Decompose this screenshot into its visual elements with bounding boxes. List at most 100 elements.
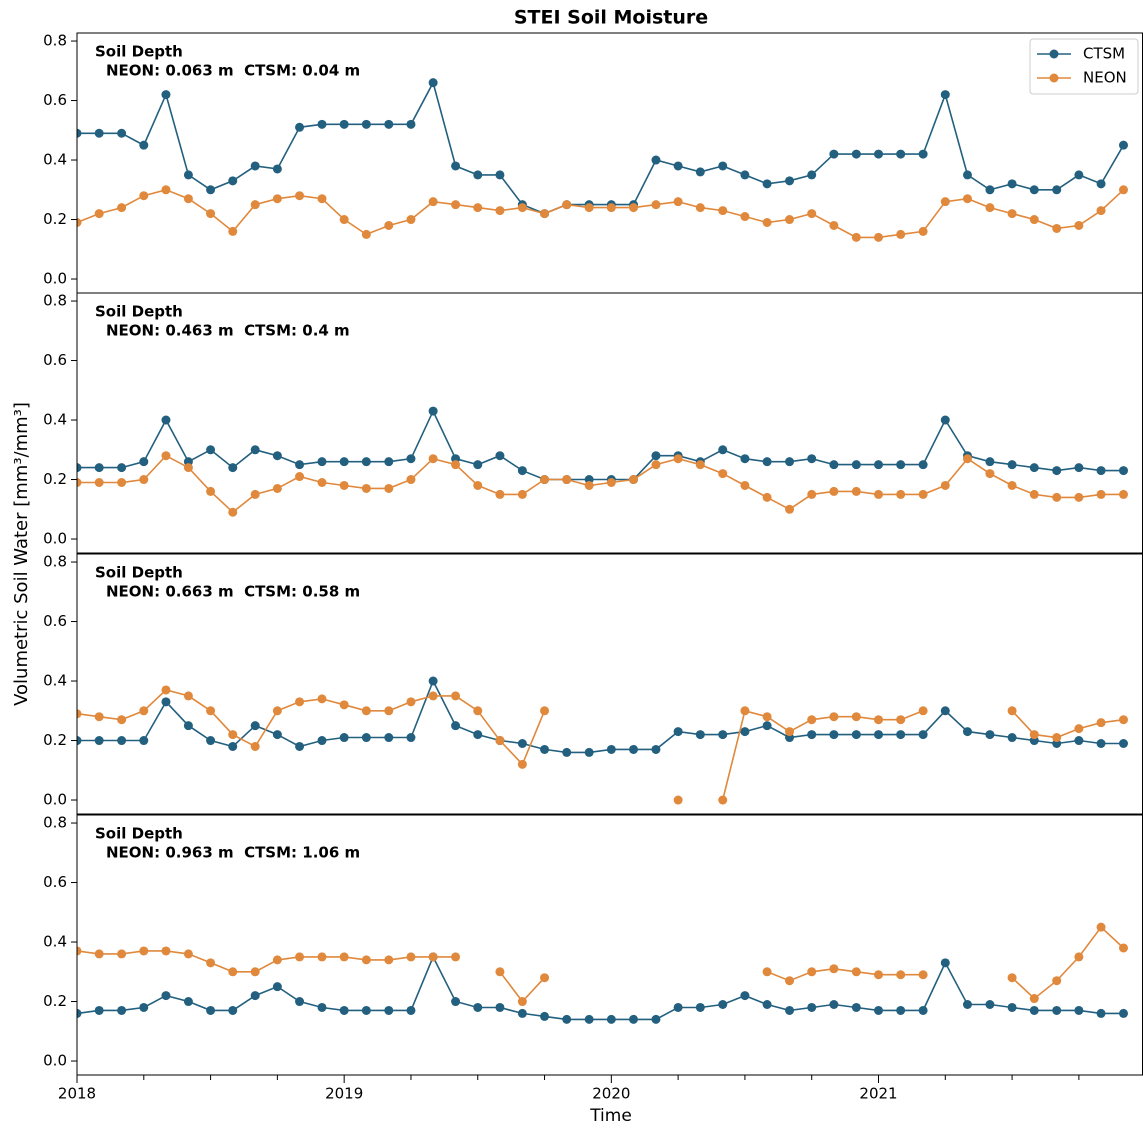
data-point (250, 200, 260, 210)
data-point (117, 949, 127, 959)
plot-area (77, 676, 1128, 805)
data-point (428, 676, 438, 686)
data-point (1096, 738, 1106, 748)
data-point (228, 226, 238, 236)
data-point (183, 463, 193, 473)
data-point (896, 970, 906, 980)
data-point (851, 712, 861, 722)
data-point (473, 480, 483, 490)
data-point (183, 691, 193, 701)
data-point (384, 220, 394, 230)
data-point (1007, 209, 1017, 219)
data-point (1118, 185, 1128, 195)
data-point (517, 759, 527, 769)
data-point (1052, 733, 1062, 743)
data-point (874, 232, 884, 242)
data-point (785, 1005, 795, 1015)
data-point (918, 706, 928, 716)
data-point (918, 149, 928, 159)
data-point (673, 197, 683, 207)
data-point (829, 460, 839, 470)
data-point (161, 991, 171, 1001)
data-point (517, 1008, 527, 1018)
data-point (117, 736, 127, 746)
y-tick-label: 0.0 (43, 530, 67, 548)
data-point (629, 744, 639, 754)
data-point (1074, 736, 1084, 746)
data-point (785, 504, 795, 514)
data-point (161, 946, 171, 956)
data-point (1052, 223, 1062, 233)
data-point (874, 460, 884, 470)
data-point (540, 209, 550, 219)
data-point (762, 967, 772, 977)
annotation: Soil Depth (95, 303, 183, 321)
annotation: Soil Depth (95, 43, 183, 61)
data-point (473, 203, 483, 213)
data-point (851, 1002, 861, 1012)
data-point (584, 747, 594, 757)
data-point (651, 200, 661, 210)
data-point (77, 477, 82, 487)
data-point (606, 203, 616, 213)
data-point (606, 477, 616, 487)
y-tick-label: 0.8 (43, 553, 67, 571)
data-point (94, 712, 104, 722)
data-point (317, 477, 327, 487)
data-point (94, 128, 104, 138)
data-point (695, 730, 705, 740)
data-point (962, 194, 972, 204)
data-point (406, 215, 416, 225)
data-point (361, 457, 371, 467)
data-point (1118, 738, 1128, 748)
data-point (695, 167, 705, 177)
data-point (896, 460, 906, 470)
data-point (339, 1005, 349, 1015)
data-point (762, 217, 772, 227)
data-point (451, 161, 461, 171)
data-point (740, 454, 750, 464)
data-point (295, 697, 305, 707)
data-point (183, 721, 193, 731)
annotation: NEON: 0.063 m CTSM: 0.04 m (106, 62, 360, 80)
data-point (1074, 463, 1084, 473)
data-point (584, 480, 594, 490)
data-point (851, 149, 861, 159)
data-point (1007, 706, 1017, 716)
data-point (718, 999, 728, 1009)
data-point (228, 176, 238, 186)
data-point (77, 946, 82, 956)
y-tick-label: 0.0 (43, 270, 67, 288)
data-point (829, 149, 839, 159)
data-point (451, 200, 461, 210)
data-point (295, 952, 305, 962)
data-point (695, 203, 705, 213)
y-tick-label: 0.4 (43, 151, 67, 169)
data-point (740, 480, 750, 490)
y-tick-label: 0.6 (43, 873, 67, 891)
legend-label: NEON (1083, 69, 1127, 87)
data-point (451, 460, 461, 470)
y-tick-label: 0.8 (43, 292, 67, 310)
x-tick-label: 2019 (325, 1085, 363, 1103)
data-point (339, 480, 349, 490)
data-point (339, 952, 349, 962)
data-point (272, 955, 282, 965)
data-point (785, 457, 795, 467)
data-point (77, 463, 82, 473)
data-point (1096, 206, 1106, 216)
x-axis-label: Time (589, 1106, 632, 1126)
data-point (940, 958, 950, 968)
data-point (940, 197, 950, 207)
data-point (428, 78, 438, 88)
data-point (651, 460, 661, 470)
data-point (762, 999, 772, 1009)
data-point (117, 715, 127, 725)
data-point (1074, 220, 1084, 230)
data-point (962, 454, 972, 464)
data-point (428, 691, 438, 701)
data-point (206, 185, 216, 195)
data-point (206, 445, 216, 455)
series-line (77, 80, 1125, 215)
